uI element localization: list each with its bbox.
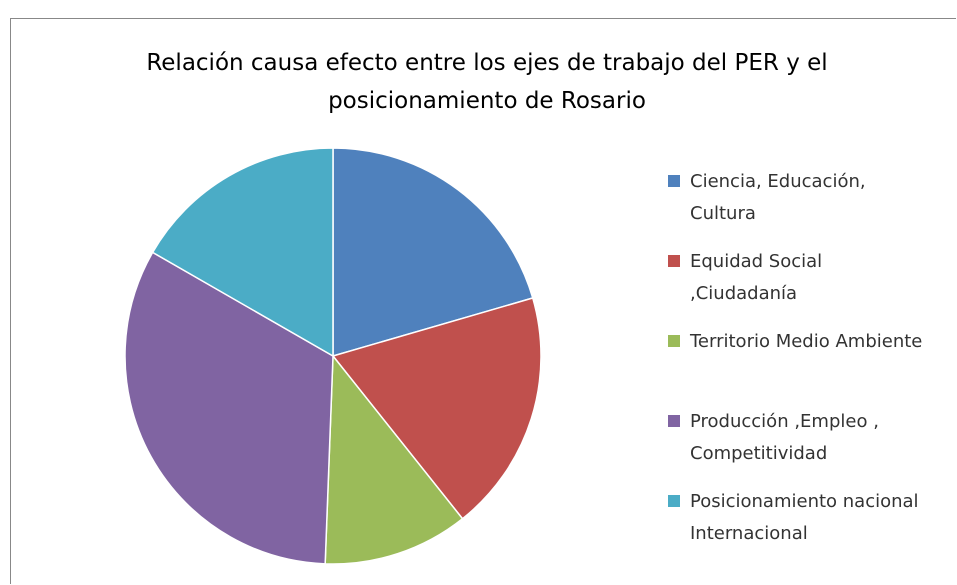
legend-swatch (668, 335, 680, 347)
legend-item: Posicionamiento nacional Internacional (668, 486, 953, 566)
pie-slice (124, 251, 334, 565)
legend-label: Ciencia, Educación, Cultura (690, 171, 872, 224)
legend-item: Ciencia, Educación, Cultura (668, 166, 953, 246)
pie-slice (324, 353, 464, 565)
legend-swatch (668, 255, 680, 267)
pie-slice (332, 147, 534, 357)
legend-label: Territorio Medio Ambiente (690, 331, 923, 352)
pie-slice (151, 147, 334, 358)
legend-item: Producción ,Empleo , Competitividad (668, 406, 953, 486)
legend-item: Territorio Medio Ambiente (668, 326, 953, 406)
chart-title: Relación causa efecto entre los ejes de … (146, 50, 828, 114)
legend-label: Producción ,Empleo , Competitividad (690, 411, 885, 464)
legend: Ciencia, Educación, Cultura Equidad Socia… (668, 166, 953, 566)
pie-slice (331, 297, 542, 520)
legend-swatch (668, 175, 680, 187)
chart-frame (10, 18, 956, 584)
legend-label: Equidad Social ,Ciudadanía (690, 251, 828, 304)
legend-swatch (668, 415, 680, 427)
pie (124, 147, 542, 565)
legend-swatch (668, 495, 680, 507)
legend-label: Posicionamiento nacional Internacional (690, 491, 931, 544)
legend-item: Equidad Social ,Ciudadanía (668, 246, 953, 326)
